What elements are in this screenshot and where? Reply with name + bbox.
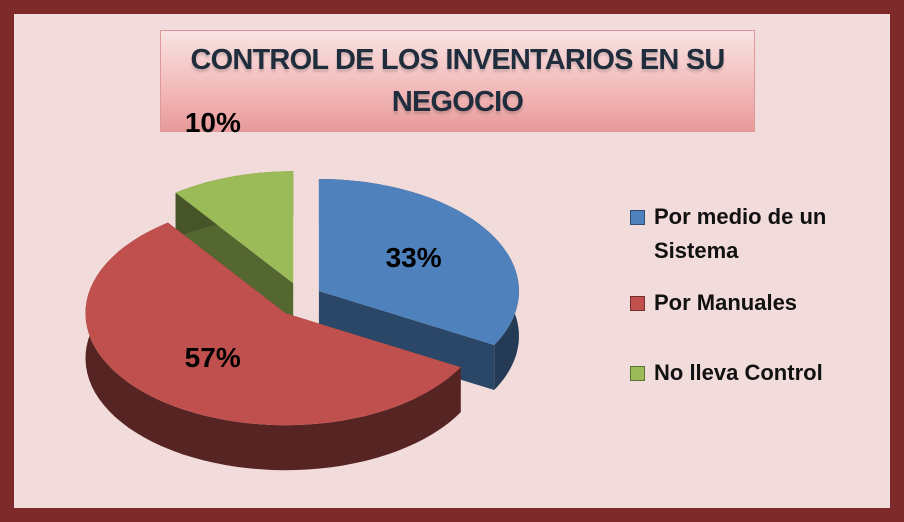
pie-slice xyxy=(85,222,461,471)
legend-label: No lleva Control xyxy=(654,360,823,385)
data-label: 33% xyxy=(386,242,442,273)
legend-swatch xyxy=(630,366,645,381)
legend-label: Por medio de un Sistema xyxy=(654,204,827,263)
slice-top xyxy=(318,179,519,345)
legend-label: Por Manuales xyxy=(654,290,798,315)
legend-item: Por medio de un Sistema xyxy=(630,200,880,268)
data-label: 10% xyxy=(185,107,241,138)
legend: Por medio de un Sistema Por Manuales No ll… xyxy=(630,200,880,390)
data-label: 57% xyxy=(185,342,241,373)
legend-swatch xyxy=(630,296,645,311)
legend-item: Por Manuales xyxy=(630,286,880,320)
pie-slice xyxy=(175,171,294,329)
legend-item: No lleva Control xyxy=(630,356,880,390)
slice-top xyxy=(175,171,294,284)
slice-top xyxy=(85,222,461,426)
chart-title: CONTROL DE LOS INVENTARIOS EN SU NEGOCIO xyxy=(160,30,755,132)
legend-swatch xyxy=(630,210,645,225)
slice-side xyxy=(85,222,461,471)
